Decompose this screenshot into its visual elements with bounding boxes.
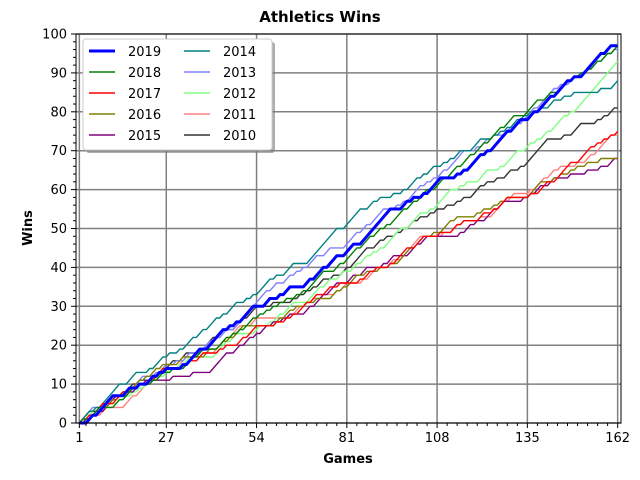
legend: 2019 2018 2017 2016 2015 2014 2013 2012 2011 2010: [82, 38, 275, 153]
y-tick-label: 30: [50, 300, 67, 315]
legend-label-2011: 2011: [223, 108, 256, 123]
chart-title: Athletics Wins: [259, 8, 380, 26]
series-line-2016: [79, 157, 618, 424]
y-tick-label: 90: [50, 66, 67, 81]
x-axis-label: Games: [323, 452, 373, 467]
legend-label-2010: 2010: [223, 129, 256, 144]
y-tick-label: 10: [50, 378, 67, 393]
x-tick-label: 135: [515, 431, 540, 446]
x-tick-label: 27: [158, 431, 175, 446]
legend-label-2016: 2016: [128, 108, 161, 123]
y-tick-label: 70: [50, 144, 67, 159]
legend-label-2014: 2014: [223, 45, 256, 60]
legend-label-2015: 2015: [128, 129, 161, 144]
legend-label-2012: 2012: [223, 87, 256, 102]
legend-label-2017: 2017: [128, 87, 161, 102]
series-line-2018: [78, 45, 619, 424]
y-tick-label: 60: [50, 183, 67, 198]
x-tick-label: 1: [75, 431, 83, 446]
legend-box: [82, 38, 273, 151]
x-tick-label: 108: [425, 431, 450, 446]
x-tick-label: 81: [339, 431, 356, 446]
series-layer: [78, 44, 619, 425]
y-axis-ticks: 0 10 20 30 40 50 60 70 80 90 100: [42, 28, 76, 432]
legend-label-2013: 2013: [223, 66, 256, 81]
y-tick-label: 0: [59, 417, 67, 432]
y-tick-label: 20: [50, 339, 67, 354]
series-line-2014: [78, 80, 619, 424]
x-tick-label: 54: [248, 431, 265, 446]
legend-label-2018: 2018: [128, 66, 161, 81]
y-tick-label: 100: [42, 28, 67, 43]
x-tick-label: 162: [605, 431, 630, 446]
y-axis-label: Wins: [21, 210, 36, 246]
x-axis-ticks: 1 27 54 81 108 135 162: [75, 423, 630, 446]
series-line-2017: [78, 130, 619, 424]
series-line-2015: [79, 157, 618, 424]
y-tick-label: 80: [50, 105, 67, 120]
y-tick-label: 40: [50, 261, 67, 276]
legend-label-2019: 2019: [128, 45, 161, 60]
series-line-2019: [79, 44, 618, 425]
y-tick-label: 50: [50, 222, 67, 237]
